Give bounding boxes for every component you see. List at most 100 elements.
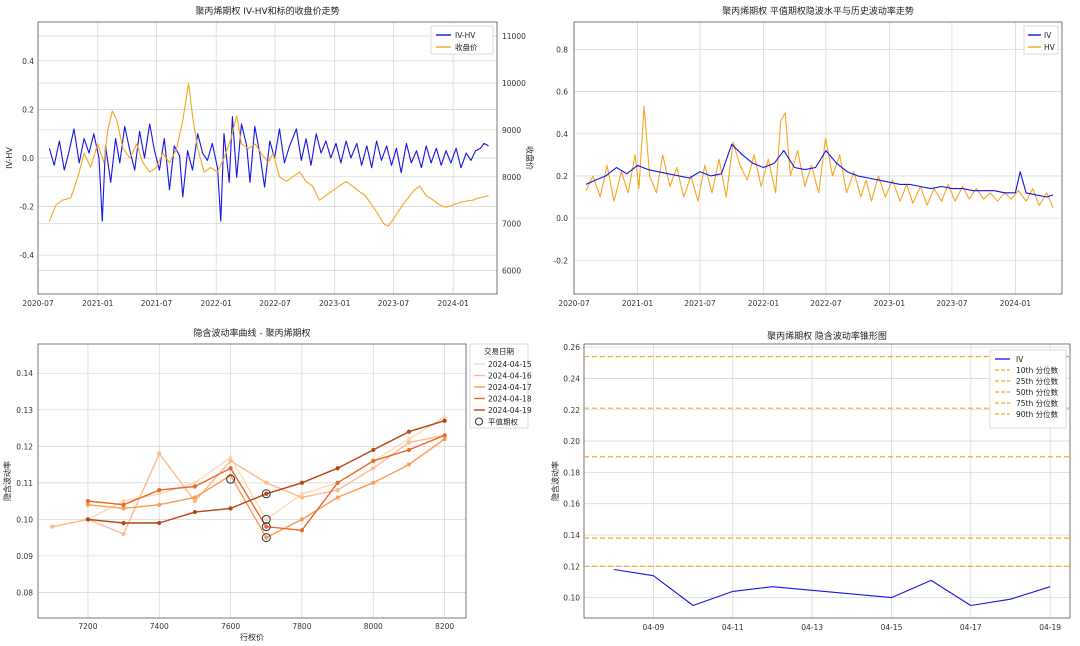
data-point (157, 520, 162, 526)
data-point (264, 535, 269, 540)
y-tick-label: -0.4 (19, 251, 34, 260)
legend-label: 50th 分位数 (1016, 387, 1059, 397)
legend-label: IV-HV (455, 31, 476, 40)
series-line-收盘价 (48, 82, 489, 227)
x-tick-label: 2023-07 (378, 299, 410, 308)
data-point (228, 466, 233, 471)
y-tick-label: 0.4 (556, 130, 568, 139)
legend-label: 2024-04-17 (488, 383, 532, 392)
x-axis-label-3: 行权价 (240, 632, 264, 642)
legend-label: 90th 分位数 (1016, 409, 1059, 419)
y-tick-label: 0.20 (563, 437, 580, 446)
y-tick-label: 0.08 (16, 588, 33, 597)
data-point (406, 436, 412, 442)
x-tick-label: 2024-01 (438, 299, 470, 308)
chart-title-4: 聚丙烯期权 隐含波动率锥形图 (767, 330, 887, 342)
y-tick-label: 0.18 (563, 468, 580, 477)
x-tick-label: 2024-01 (1000, 299, 1032, 308)
data-point (335, 495, 340, 500)
data-point (121, 506, 126, 511)
legend-atm-marker (475, 417, 483, 426)
legend-label: 75th 分位数 (1016, 398, 1059, 408)
legend-box-3 (469, 343, 529, 429)
x-tick-label: 2023-01 (319, 299, 351, 308)
data-point (299, 517, 305, 522)
data-point (406, 462, 412, 467)
x-tick-label: 2020-07 (558, 299, 590, 308)
series-line-HV (585, 105, 1054, 208)
legend-box-2 (1023, 25, 1059, 55)
y-axis-label-3: 隐含波动率 (2, 461, 12, 501)
y-tick-label: 0.0 (556, 214, 568, 223)
x-tick-label: 04-15 (881, 623, 903, 632)
plot-frame-4 (583, 343, 1071, 619)
x-tick-label: 8000 (364, 622, 383, 631)
data-point (264, 524, 269, 529)
x-tick-label: 04-13 (801, 623, 823, 632)
x-tick-label: 2022-01 (748, 299, 780, 308)
y-tick-label: 0.12 (563, 562, 580, 571)
legend-label: HV (1044, 43, 1056, 52)
y-tick-label: 0.4 (22, 57, 34, 66)
data-point (228, 458, 233, 464)
y-tick-label: 0.09 (16, 552, 33, 561)
atm-marker (261, 514, 271, 524)
y-tick-label: 0.8 (556, 45, 568, 54)
y-tick-label: 0.11 (16, 479, 33, 488)
atm-marker (261, 489, 271, 499)
data-point (442, 433, 447, 438)
series-line-2024-04-19 (87, 420, 445, 524)
x-tick-label: 7200 (78, 622, 97, 631)
data-point (228, 455, 233, 460)
data-point (85, 502, 91, 507)
data-point (299, 491, 305, 496)
data-point (121, 531, 126, 537)
plot-frame-3 (37, 343, 467, 619)
legend-box-4 (989, 349, 1067, 429)
data-point (299, 495, 305, 500)
legend-label: IV (1016, 355, 1024, 364)
legend-box-1 (430, 25, 494, 55)
y-tick-label: 0.2 (22, 105, 34, 114)
x-tick-label: 2022-07 (810, 299, 842, 308)
y-tick-label: -0.2 (19, 203, 34, 212)
legend-label: 25th 分位数 (1016, 376, 1059, 386)
atm-marker (261, 533, 271, 543)
legend-label: 2024-04-16 (488, 372, 532, 381)
y-tick-label: 0.2 (556, 172, 568, 181)
legend-label: 2024-04-15 (488, 360, 532, 369)
data-point (335, 488, 340, 493)
data-point (157, 502, 162, 507)
atm-marker (261, 522, 271, 532)
data-point (192, 484, 198, 489)
y-tick-label: 0.22 (563, 406, 580, 415)
x-tick-label: 7800 (292, 622, 311, 631)
legend-label: 收盘价 (455, 42, 478, 52)
y2-tick-label: 10000 (502, 79, 526, 88)
chart-title-1: 聚丙烯期权 IV-HV和标的收盘价走势 (195, 5, 339, 17)
data-point (264, 491, 269, 496)
x-tick-label: 7400 (150, 622, 169, 631)
y-axis-label-1: IV-HV (5, 147, 14, 169)
data-point (442, 418, 447, 423)
data-point (85, 517, 91, 522)
x-tick-label: 2021-07 (141, 299, 173, 308)
y-tick-label: 0.14 (16, 369, 33, 378)
data-point (335, 480, 340, 485)
data-point (406, 440, 412, 445)
data-point (371, 447, 376, 453)
data-point (157, 491, 162, 496)
y-tick-label: 0.13 (16, 406, 33, 415)
data-point (371, 458, 376, 464)
data-point (85, 498, 91, 504)
data-point (192, 495, 198, 500)
chart-title-2: 聚丙烯期权 平值期权隐波水平与历史波动率走势 (722, 5, 914, 17)
series-line-IV (585, 143, 1054, 198)
chart-title-3: 隐含波动率曲线 - 聚丙烯期权 (194, 327, 311, 339)
series-line-2024-04-16 (52, 434, 445, 535)
x-tick-label: 2020-07 (22, 299, 54, 308)
data-point (299, 528, 305, 533)
data-point (442, 436, 447, 442)
data-point (371, 480, 376, 485)
